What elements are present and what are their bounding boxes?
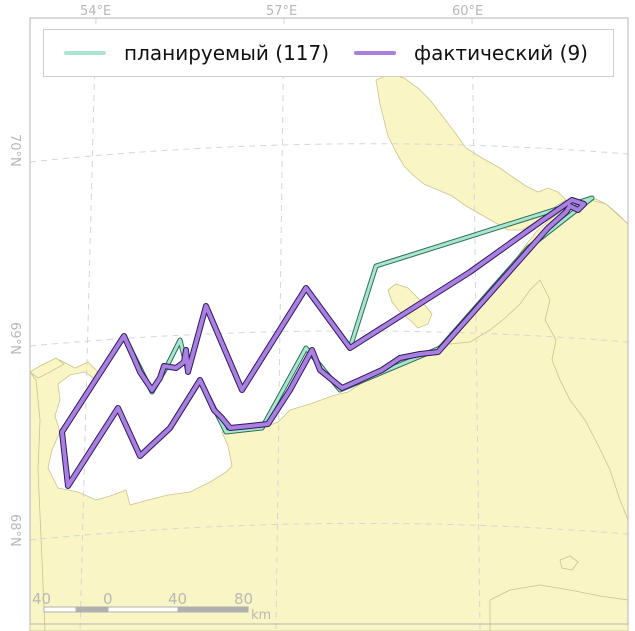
scale-label-0: 40 xyxy=(32,590,52,608)
legend-label-actual: фактический (9) xyxy=(414,41,588,65)
scale-label-3: 80 xyxy=(234,590,254,608)
land-layer xyxy=(29,35,629,631)
scale-label-2: 40 xyxy=(168,590,188,608)
graticule xyxy=(29,17,629,631)
scale-unit-label: km xyxy=(251,608,272,623)
lon-label-54: 54°E xyxy=(80,4,112,19)
legend: планируемый (117) фактический (9) xyxy=(43,29,614,77)
legend-swatch-planned xyxy=(64,51,106,55)
scale-label-1: 0 xyxy=(103,590,113,608)
actual-route xyxy=(60,198,586,488)
legend-label-planned: планируемый (117) xyxy=(124,41,330,65)
scale-bar xyxy=(43,606,249,613)
coast-peninsula-west xyxy=(29,357,65,379)
legend-item-actual: фактический (9) xyxy=(354,30,588,76)
map-frame xyxy=(29,17,629,625)
actual-route-group xyxy=(59,197,587,489)
parallel-70 xyxy=(29,143,629,163)
mainland-far-west xyxy=(29,370,46,631)
lat-label-70: 70°N xyxy=(7,134,22,167)
lon-label-60: 60°E xyxy=(452,4,484,19)
legend-item-planned: планируемый (117) xyxy=(64,30,329,76)
meridian-57 xyxy=(275,17,285,631)
island-middle xyxy=(387,283,433,329)
lon-label-57: 57°E xyxy=(266,4,298,19)
island-north xyxy=(375,73,567,231)
mainland-southeast xyxy=(489,584,629,631)
parallel-69 xyxy=(29,330,629,347)
scale-bar-segment xyxy=(177,606,249,613)
lat-label-69: 69°N xyxy=(7,322,22,355)
legend-swatch-actual xyxy=(354,51,396,55)
parallel-68 xyxy=(29,522,629,541)
island-small-east xyxy=(559,555,579,571)
lat-label-68: 68°N xyxy=(7,514,22,547)
meridian-60 xyxy=(471,17,481,631)
meridian-54 xyxy=(79,17,97,631)
